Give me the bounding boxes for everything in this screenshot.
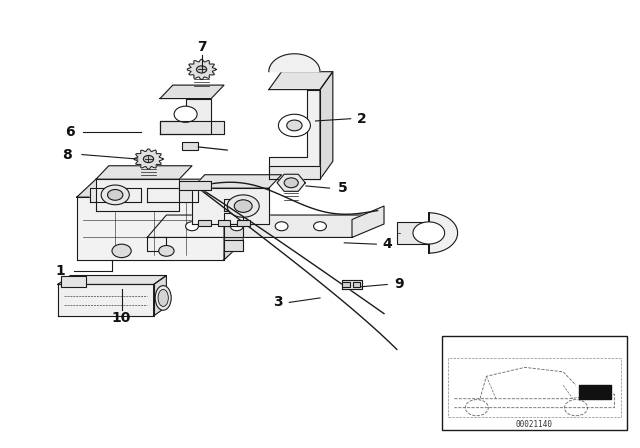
Polygon shape xyxy=(224,240,243,251)
Circle shape xyxy=(186,222,198,231)
Circle shape xyxy=(112,244,131,258)
Circle shape xyxy=(159,246,174,256)
Ellipse shape xyxy=(155,286,172,310)
Bar xyxy=(198,220,211,226)
Polygon shape xyxy=(134,149,163,169)
Text: 5: 5 xyxy=(337,181,348,195)
Circle shape xyxy=(234,200,252,212)
Text: 9: 9 xyxy=(394,277,404,292)
Polygon shape xyxy=(224,213,243,224)
Polygon shape xyxy=(96,179,179,211)
Polygon shape xyxy=(224,226,243,237)
Text: 3: 3 xyxy=(273,295,284,310)
Circle shape xyxy=(413,222,445,244)
Polygon shape xyxy=(192,175,282,188)
Circle shape xyxy=(143,155,154,163)
Text: 7: 7 xyxy=(196,40,207,54)
Polygon shape xyxy=(154,276,166,316)
Circle shape xyxy=(287,120,302,131)
Circle shape xyxy=(278,114,310,137)
Polygon shape xyxy=(58,276,166,284)
Polygon shape xyxy=(192,188,269,224)
Bar xyxy=(397,222,429,244)
Polygon shape xyxy=(147,215,371,237)
Polygon shape xyxy=(160,99,211,134)
Polygon shape xyxy=(188,59,216,80)
Text: 6: 6 xyxy=(65,125,76,139)
Bar xyxy=(182,142,198,150)
Text: 10: 10 xyxy=(112,311,131,325)
Polygon shape xyxy=(58,284,154,316)
Polygon shape xyxy=(147,237,166,251)
Text: 1: 1 xyxy=(56,264,66,278)
Circle shape xyxy=(284,178,298,188)
Circle shape xyxy=(230,222,243,231)
Polygon shape xyxy=(77,179,243,197)
Polygon shape xyxy=(269,166,320,179)
Text: 8: 8 xyxy=(62,147,72,162)
Circle shape xyxy=(101,185,129,205)
Bar xyxy=(218,220,230,226)
Polygon shape xyxy=(224,199,243,211)
Polygon shape xyxy=(429,213,458,253)
Polygon shape xyxy=(352,206,384,237)
Text: 00021140: 00021140 xyxy=(516,420,553,429)
Bar xyxy=(442,336,627,430)
Polygon shape xyxy=(160,85,224,99)
Polygon shape xyxy=(77,197,224,260)
Polygon shape xyxy=(269,72,333,90)
Circle shape xyxy=(196,66,207,73)
Text: 4: 4 xyxy=(382,237,392,251)
Polygon shape xyxy=(160,121,224,134)
Polygon shape xyxy=(320,72,333,179)
Text: 2: 2 xyxy=(356,112,367,126)
Polygon shape xyxy=(342,280,362,289)
Polygon shape xyxy=(179,181,211,190)
Polygon shape xyxy=(224,179,243,260)
Bar xyxy=(61,276,86,287)
Circle shape xyxy=(108,190,123,200)
Polygon shape xyxy=(147,188,198,202)
Circle shape xyxy=(314,222,326,231)
Ellipse shape xyxy=(158,289,168,306)
Bar xyxy=(353,282,360,287)
Polygon shape xyxy=(579,385,611,399)
Polygon shape xyxy=(277,174,305,191)
Polygon shape xyxy=(96,166,192,179)
Polygon shape xyxy=(269,54,320,72)
Polygon shape xyxy=(90,188,141,202)
Bar xyxy=(342,282,350,287)
Circle shape xyxy=(275,222,288,231)
Circle shape xyxy=(227,195,259,217)
Polygon shape xyxy=(269,90,320,179)
Bar xyxy=(237,220,250,226)
Circle shape xyxy=(174,106,197,122)
